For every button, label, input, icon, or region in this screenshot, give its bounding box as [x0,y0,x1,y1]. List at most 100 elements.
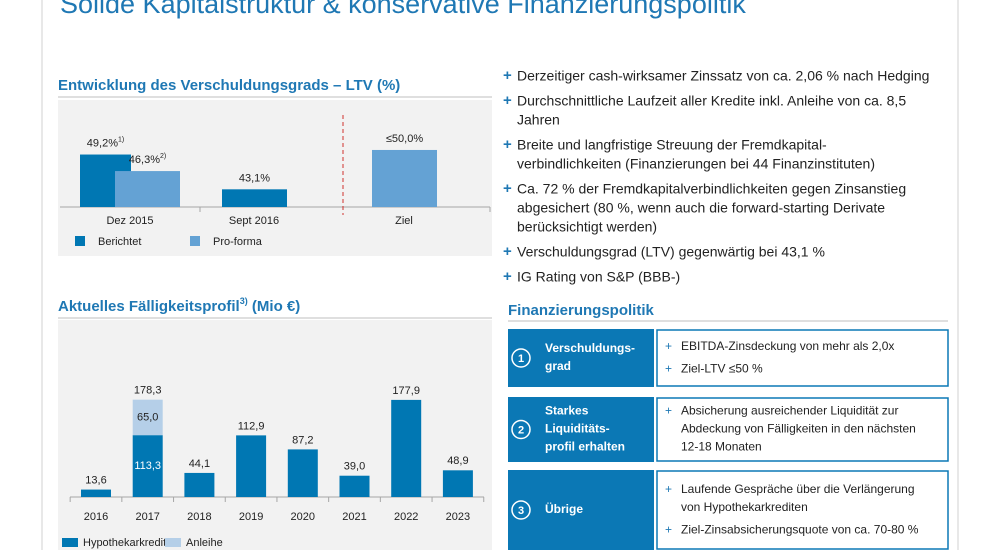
policy-label: profil erhalten [545,440,625,454]
data-label: ≤50,0% [386,133,423,145]
annotation: 178,3 [134,385,162,397]
point-text: von Hypothekarkrediten [681,500,808,514]
policy-content-box [656,470,949,550]
point-text: Ziel-Zinsabsicherungsquote von ca. 70-80… [681,522,919,536]
data-label: 48,9 [447,455,468,467]
legend-swatch [75,236,85,246]
point-text: Absicherung ausreichender Liquidität zur [681,404,898,418]
policy-label-box [508,470,654,550]
point-text: 12-18 Monaten [681,440,762,454]
slide-title: Solide Kapitalstruktur & konservative Fi… [60,0,746,19]
policy-content-box [656,329,949,387]
point-text: EBITDA-Zinsdeckung von mehr als 2,0x [681,339,894,353]
bar [115,171,180,207]
x-tick-label: 2020 [291,511,315,523]
data-label: 65,0 [137,411,158,423]
legend-swatch [165,538,181,547]
policy-label: Starkes [545,404,589,418]
policy-label: Liquiditäts- [545,422,610,436]
x-tick-label: 2023 [446,511,470,523]
bar-segment [442,470,473,497]
bullet-text: Verschuldungsgrad (LTV) gegenwärtig bei … [517,244,825,260]
data-label: 39,0 [344,461,365,473]
policy-label: Verschuldungs- [545,341,635,355]
legend-label: Hypothekarkredite [83,537,172,549]
bar-segment [81,489,111,497]
bullet-text: berücksichtigt werden) [517,219,657,235]
x-tick-label: 2016 [84,511,108,523]
bullet-text: Jahren [517,112,560,128]
bar [222,189,287,207]
chart-title-text: Aktuelles Fälligkeitsprofil [58,298,240,315]
bullet-marker: + [503,180,512,197]
number-circle [511,500,531,520]
x-tick-label: 2021 [342,511,366,523]
policy-content-box [656,397,949,462]
bullet-text: Derzeitiger cash-wirksamer Zinssatz von … [517,68,929,84]
point-text: Laufende Gespräche über die Verlängerung [681,482,915,496]
data-label: 46,3%2) [129,153,166,166]
data-label: 43,1% [239,172,270,184]
number-circle [511,348,531,368]
x-tick-label: 2018 [187,511,211,523]
policy-label: Übrige [545,501,583,516]
bar-segment [391,399,422,497]
point-marker: + [665,404,672,418]
policy-label-box [508,329,654,387]
number-circle [511,419,531,440]
data-label: 87,2 [292,434,313,446]
x-tick-label: Sept 2016 [229,215,279,227]
chart-title: Aktuelles Fälligkeitsprofil3) (Mio €) [58,296,300,315]
legend-swatch [190,236,200,246]
data-label: 44,1 [189,458,210,470]
number: 1 [518,353,524,365]
point-text: Abdeckung von Fälligkeiten in den nächst… [681,422,916,436]
number: 3 [518,505,524,517]
chart-panel [58,320,492,550]
bullet-text: Ca. 72 % der Fremdkapitalverbindlichkeit… [517,181,906,197]
x-tick-label: 2022 [394,511,418,523]
bar-segment [132,399,163,436]
data-label-value: ≤50,0% [386,133,423,145]
legend-swatch [62,538,78,547]
chart-title-note: 3) [240,296,248,306]
x-tick-label: Ziel [395,215,413,227]
bullet-marker: + [503,243,512,260]
data-label: 177,9 [392,385,420,397]
data-label: 13,6 [85,474,106,486]
point-marker: + [665,361,672,375]
bar [372,149,437,207]
x-tick-label: 2019 [239,511,263,523]
chart-title: Entwicklung des Verschuldungsgrads – LTV… [58,77,400,94]
legend-label: Pro-forma [213,236,263,248]
point-text: Ziel-LTV ≤50 % [681,361,763,375]
data-label-value: 46,3% [129,154,160,166]
bullet-text: abgesichert (80 %, wenn auch die forward… [517,200,885,216]
bullet-marker: + [503,268,512,285]
legend-label: Anleihe [186,537,223,549]
point-marker: + [665,482,672,496]
bar-segment [287,449,318,497]
bullet-marker: + [503,136,512,153]
x-tick-label: 2017 [135,511,159,523]
data-label: 112,9 [238,420,265,432]
data-label-value: 43,1% [239,172,270,184]
section-title: Finanzierungspolitik [508,302,654,319]
bullet-text: verbindlichkeiten (Finanzierungen bei 44… [517,156,875,172]
bullet-marker: + [503,67,512,84]
data-label: 49,2%1) [87,136,124,149]
data-label-value: 49,2% [87,137,118,149]
bullet-marker: + [503,92,512,109]
bar-segment [339,475,370,497]
bullet-text: Durchschnittliche Laufzeit aller Kredite… [517,93,906,109]
data-label-note: 1) [118,136,124,143]
policy-label: grad [545,359,571,373]
bar-segment [236,435,267,497]
data-label: 113,3 [134,460,161,472]
legend-label: Berichtet [98,236,141,248]
number: 2 [518,424,524,436]
data-label-note: 2) [160,153,166,160]
bar-segment [184,472,215,497]
x-tick-label: Dez 2015 [106,215,153,227]
